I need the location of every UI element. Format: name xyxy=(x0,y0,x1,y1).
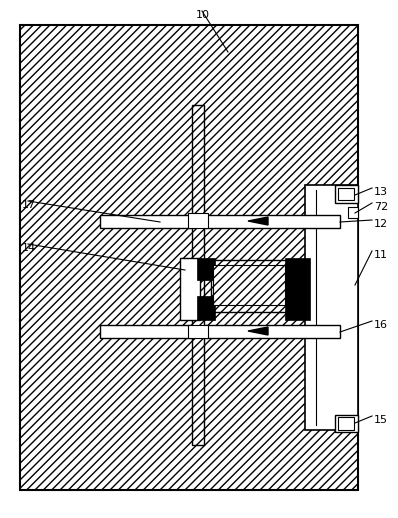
Bar xyxy=(188,213,208,228)
Text: 13: 13 xyxy=(374,187,388,197)
Polygon shape xyxy=(248,217,268,225)
Bar xyxy=(338,417,354,430)
Bar xyxy=(338,188,354,200)
Bar xyxy=(305,185,358,430)
Bar xyxy=(188,325,208,338)
Bar xyxy=(213,265,285,305)
Bar xyxy=(192,105,204,445)
Bar xyxy=(335,185,358,203)
Text: 14: 14 xyxy=(22,243,36,253)
Text: 16: 16 xyxy=(374,320,388,330)
Text: 17: 17 xyxy=(22,200,36,210)
Text: 11: 11 xyxy=(374,250,388,260)
Bar xyxy=(197,296,215,320)
Polygon shape xyxy=(248,327,268,335)
Bar xyxy=(348,207,358,218)
Bar xyxy=(335,415,358,432)
Bar xyxy=(285,258,310,320)
Bar xyxy=(20,25,358,490)
Bar xyxy=(100,215,340,228)
Bar xyxy=(100,325,340,338)
Text: 12: 12 xyxy=(374,219,388,229)
Bar xyxy=(180,258,200,320)
Text: 15: 15 xyxy=(374,415,388,425)
Bar xyxy=(197,258,215,280)
Text: 72: 72 xyxy=(374,202,388,212)
Text: 10: 10 xyxy=(196,10,210,20)
Bar xyxy=(211,260,295,312)
